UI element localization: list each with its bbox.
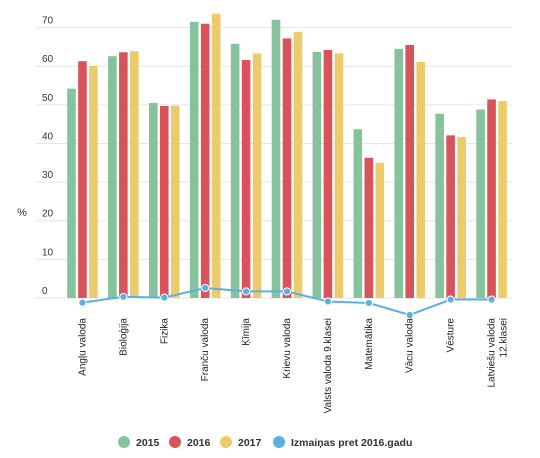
bar-2016-9[interactable] — [405, 44, 415, 299]
change-point-10[interactable] — [446, 295, 455, 304]
y-tick-label: 10 — [42, 247, 54, 258]
bar-2016-3[interactable] — [159, 106, 169, 299]
bar-2017-2[interactable] — [130, 51, 139, 298]
bar-2015-4[interactable] — [189, 21, 199, 298]
x-tick-label: Bioloģija — [116, 318, 129, 356]
bar-2015-10[interactable] — [435, 113, 444, 298]
x-tick-label: Angļu valoda — [77, 318, 88, 376]
bar-2015-5[interactable] — [230, 43, 240, 299]
change-point-8[interactable] — [364, 298, 373, 308]
x-tick-label: Valsts valoda 9.klasei — [323, 318, 334, 413]
bar-2016-11[interactable] — [487, 99, 496, 298]
bar-2016-4[interactable] — [200, 23, 210, 299]
y-tick-label: 70 — [42, 16, 54, 27]
legend[interactable]: 2015 2016 2017 Izmaiņas pret 2016.gadu — [118, 436, 412, 449]
y-tick-label: 40 — [42, 131, 54, 142]
x-tick-label: Franču valoda — [200, 318, 211, 382]
bar-2016-8[interactable] — [364, 157, 374, 298]
bar-2015-7[interactable] — [312, 51, 322, 299]
x-tick-label-line: Matemātika — [364, 318, 375, 370]
change-point-7[interactable] — [323, 297, 333, 306]
x-tick-label-line: Krievu valoda — [282, 318, 293, 379]
bar-2015-9[interactable] — [394, 48, 404, 298]
legend-label: 2015 — [136, 437, 160, 449]
x-tick-label: Vācu valoda — [405, 318, 416, 373]
x-tick-label: Fizika — [159, 318, 170, 345]
x-tick-label: Matemātika — [364, 318, 375, 370]
legend-swatch — [118, 436, 130, 448]
y-tick-label: 30 — [42, 170, 54, 181]
x-tick-label: Vēsture — [446, 318, 457, 353]
bar-2015-1[interactable] — [67, 88, 76, 298]
x-tick-labels: Angļu valoda Bioloģija Fizika Franču valoda… — [77, 318, 509, 414]
x-tick-label-line: Vēsture — [446, 318, 457, 353]
bar-2015-6[interactable] — [271, 19, 281, 299]
bar-2017-5[interactable] — [252, 53, 262, 298]
bar-2016-5[interactable] — [241, 60, 251, 298]
change-line — [78, 283, 496, 320]
x-tick-label-line: Bioloģija — [116, 318, 129, 356]
legend-label: Izmaiņas pret 2016.gadu — [291, 437, 412, 449]
x-tick-label-line: Fizika — [159, 318, 170, 345]
bar-2016-10[interactable] — [446, 135, 455, 298]
bars — [67, 13, 507, 299]
y-ticks: 0 10 20 30 40 50 60 70 — [42, 16, 54, 297]
y-tick-label: 0 — [42, 286, 48, 297]
bar-2015-8[interactable] — [353, 129, 363, 298]
x-tick-label: Krievu valoda — [282, 318, 293, 379]
x-tick-label-line: 12.klasei — [499, 318, 510, 357]
change-point-11[interactable] — [487, 295, 496, 304]
bar-2017-10[interactable] — [457, 136, 466, 298]
legend-item-4[interactable]: Izmaiņas pret 2016.gadu — [273, 436, 412, 449]
bar-2015-11[interactable] — [476, 109, 485, 299]
x-tick-label-line: Ķīmija — [241, 318, 252, 346]
legend-label: 2017 — [238, 437, 262, 449]
bar-2016-2[interactable] — [119, 52, 128, 298]
legend-swatch — [220, 436, 232, 448]
bar-2017-3[interactable] — [170, 105, 180, 298]
change-point-1[interactable] — [78, 298, 87, 307]
y-tick-label: 20 — [42, 209, 54, 220]
legend-item-1[interactable]: 2015 — [118, 436, 160, 449]
bar-2017-8[interactable] — [375, 162, 385, 298]
x-tick-label: Ķīmija — [241, 318, 252, 346]
change-point-6[interactable] — [282, 287, 292, 296]
legend-item-2[interactable]: 2016 — [169, 436, 211, 449]
bar-2017-1[interactable] — [89, 65, 98, 298]
bar-2016-6[interactable] — [282, 38, 292, 298]
legend-label: 2016 — [187, 437, 211, 449]
change-point-2[interactable] — [119, 292, 128, 301]
bar-2017-11[interactable] — [498, 100, 507, 298]
change-point-4[interactable] — [201, 283, 210, 293]
y-tick-label: 50 — [42, 93, 54, 104]
y-tick-label: 60 — [42, 54, 54, 65]
x-tick-label-line: Vācu valoda — [405, 318, 416, 373]
change-point-9[interactable] — [405, 310, 414, 320]
legend-swatch — [273, 436, 285, 448]
x-tick-label-line: Franču valoda — [200, 318, 211, 382]
x-tick-label-line: Valsts valoda 9.klasei — [323, 318, 334, 413]
bar-2016-7[interactable] — [323, 49, 333, 298]
x-tick-label-line: Angļu valoda — [77, 318, 88, 376]
x-tick-label-line: Latviešu valoda — [487, 318, 498, 388]
bar-2017-4[interactable] — [211, 13, 221, 299]
y-axis-label: % — [17, 207, 27, 219]
bar-2017-7[interactable] — [334, 53, 344, 298]
x-tick-label: Latviešu valoda 12.klasei — [487, 318, 510, 388]
bar-2015-3[interactable] — [148, 102, 158, 298]
bar-2015-2[interactable] — [108, 56, 117, 299]
legend-swatch — [169, 436, 181, 448]
bar-2017-6[interactable] — [293, 31, 303, 299]
change-point-5[interactable] — [241, 287, 251, 296]
bar-2016-1[interactable] — [78, 61, 87, 298]
bar-2017-9[interactable] — [416, 61, 426, 298]
legend-item-3[interactable]: 2017 — [220, 436, 262, 449]
change-point-3[interactable] — [160, 293, 169, 302]
